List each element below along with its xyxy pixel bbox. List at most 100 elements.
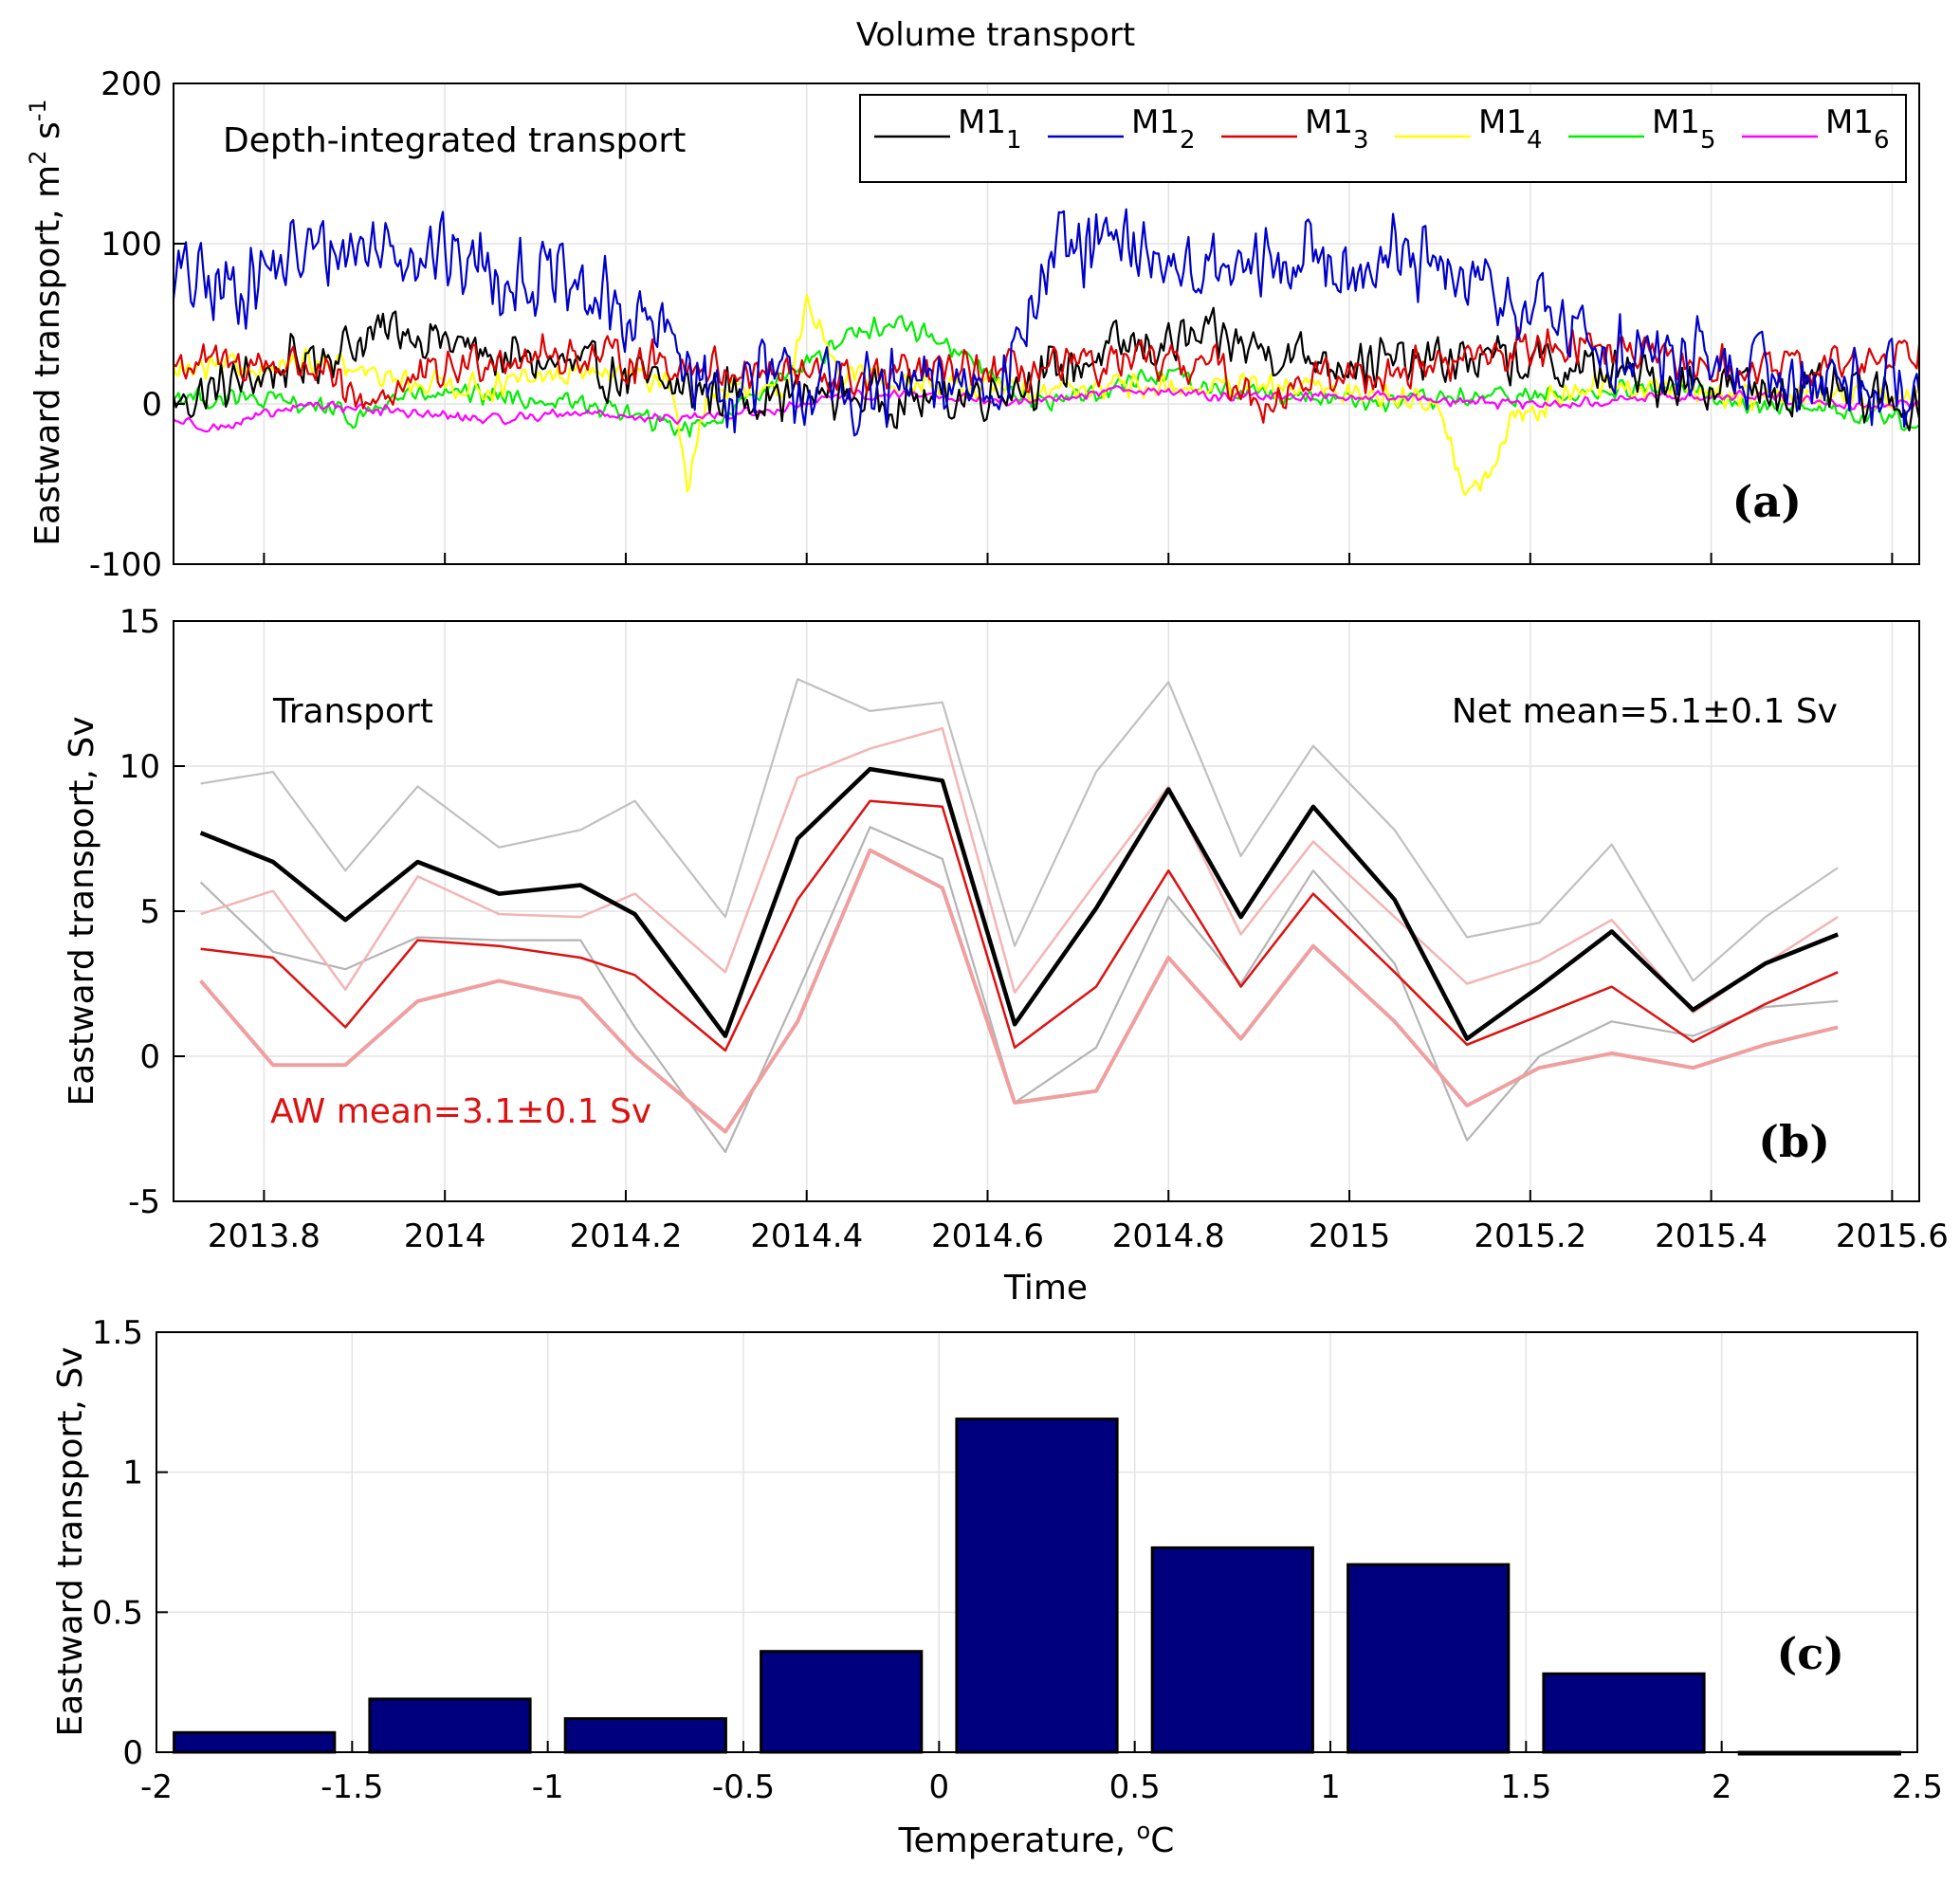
panel-c-bars <box>173 1418 1901 1756</box>
panel-a-annotation: Depth-integrated transport <box>223 121 686 160</box>
panel-c-bar-2 <box>563 1717 727 1754</box>
panel-c-xlabel-tail: C <box>1150 1821 1174 1860</box>
figure-title: Volume transport <box>856 16 1135 54</box>
legend-label-main: M1 <box>1131 103 1180 141</box>
panel-b-series-aw-lower-bound <box>199 848 1839 1134</box>
panel-c-ytick-label-1: 0.5 <box>92 1594 143 1632</box>
legend-label-main: M1 <box>1652 103 1700 141</box>
panel-c-frame <box>156 1331 1918 1753</box>
legend-label-M12: M12 <box>1131 103 1196 155</box>
legend-label-M16: M16 <box>1825 103 1890 155</box>
panel-a-series-M11 <box>172 306 1921 431</box>
panel-b-y-axis-label: Eastward transport, Sv <box>63 716 101 1106</box>
panel-c-ytick-label-2: 1 <box>122 1454 143 1492</box>
panel-a-series-M13 <box>173 326 1921 424</box>
panel-b-annotation-left: Transport <box>272 692 433 731</box>
panel-c-y-axis-label: Eastward transport, Sv <box>51 1346 90 1736</box>
panel-c-y-ticks: 0 0.5 1 1.5 <box>92 1314 168 1772</box>
legend-label-sub: 4 <box>1527 126 1543 155</box>
legend-label-M14: M14 <box>1478 103 1543 155</box>
panel-c-ytick-label-0: 0 <box>122 1734 143 1772</box>
panel-a-depth-integrated-transport: -100 0 100 200 Depth-integrated transport (… <box>25 65 1921 584</box>
legend-label-sub: 5 <box>1700 126 1716 155</box>
panel-b-label: (b) <box>1758 1116 1830 1167</box>
panel-b-x-ticks: 2013.8 2014 2014.2 2014.4 2014.6 2014.8 2015 20… <box>208 1190 1949 1255</box>
panel-c-xtick-label-4: 0 <box>929 1768 950 1806</box>
legend-label-M11: M11 <box>958 103 1022 155</box>
panel-c-ytick-label-3: 1.5 <box>92 1314 143 1352</box>
panel-a-series-M15 <box>173 315 1920 438</box>
panel-a-series-lines <box>172 208 1921 497</box>
panel-b-xtick-label-2: 2014.2 <box>569 1217 682 1255</box>
panel-a-y-axis-label: Eastward transport, m2 s-1 <box>25 99 67 545</box>
panel-b-series-net-transport <box>199 766 1840 1041</box>
legend-label-M13: M13 <box>1305 103 1369 155</box>
legend-label-sub: 1 <box>1006 126 1022 155</box>
panel-c-bar-6 <box>1346 1563 1511 1754</box>
panel-b-ytick-label-1: 0 <box>139 1038 160 1076</box>
panel-a-series-M12 <box>172 208 1921 437</box>
panel-c-bar-5 <box>1150 1546 1314 1754</box>
panel-c-x-axis-label: Temperature, oC <box>898 1818 1175 1860</box>
panel-c-xtick-label-1: -1.5 <box>321 1768 383 1806</box>
legend-label-sub: 3 <box>1353 126 1369 155</box>
panel-c-label: (c) <box>1776 1628 1844 1679</box>
panel-c-xtick-label-0: -2 <box>140 1768 173 1806</box>
panel-c-xtick-label-2: -1 <box>532 1768 564 1806</box>
panel-c-xtick-label-9: 2.5 <box>1892 1768 1943 1806</box>
panel-a-ytick-label-2: 100 <box>101 226 162 264</box>
panel-a-x-ticks <box>263 553 1894 564</box>
panel-a-ytick-label-3: 200 <box>101 65 162 103</box>
panel-a-ytick-label-0: -100 <box>89 546 162 584</box>
panel-b-xtick-label-0: 2013.8 <box>208 1217 321 1255</box>
panel-b-ytick-label-4: 15 <box>119 603 160 641</box>
panel-c-bar-7 <box>1542 1672 1706 1754</box>
legend-label-sub: 2 <box>1180 126 1196 155</box>
panel-a-series-M16 <box>173 385 1920 433</box>
panel-b-xtick-label-4: 2014.6 <box>931 1217 1044 1255</box>
panel-c-xtick-label-7: 1.5 <box>1500 1768 1551 1806</box>
panel-b-ytick-label-2: 5 <box>139 893 160 931</box>
panel-b-net-mean: Net mean=5.1±0.1 Sv <box>1452 692 1838 731</box>
panel-a-legend: M11 M12 M13 M14 M15 M16 <box>859 94 1907 183</box>
panel-b-ytick-label-0: -5 <box>128 1183 160 1221</box>
legend-label-main: M1 <box>1305 103 1353 141</box>
panel-b-xtick-label-3: 2014.4 <box>750 1217 863 1255</box>
panel-b-x-axis-label: Time <box>1003 1269 1088 1308</box>
panel-b-xtick-label-5: 2014.8 <box>1112 1217 1225 1255</box>
panel-a-ylabel-base: Eastward transport, m <box>28 165 67 546</box>
panel-b-xtick-label-7: 2015.2 <box>1474 1217 1586 1255</box>
legend-label-sub: 6 <box>1874 126 1890 155</box>
panel-a-ytick-label-1: 0 <box>141 386 162 424</box>
panel-b-xtick-label-9: 2015.6 <box>1836 1217 1949 1255</box>
panel-b-ytick-label-3: 10 <box>119 748 160 786</box>
panel-c-xlabel-base: Temperature, <box>898 1821 1137 1860</box>
panel-a-series-M14 <box>172 294 1920 497</box>
legend-label-main: M1 <box>1478 103 1527 141</box>
legend-box <box>859 94 1907 183</box>
panel-b-series-aw-upper-bound <box>200 726 1839 1015</box>
panel-c-xtick-label-3: -0.5 <box>712 1768 775 1806</box>
panel-c-x-ticks: -2 -1.5 -1 -0.5 0 0.5 1 1.5 2 2.5 <box>140 1741 1943 1806</box>
panel-a-ylabel-mid: s <box>28 121 67 150</box>
panel-c-bar-1 <box>368 1697 532 1754</box>
panel-c-xtick-label-8: 2 <box>1712 1768 1732 1806</box>
legend-label-main: M1 <box>1825 103 1874 141</box>
panel-b-xtick-label-1: 2014 <box>404 1217 486 1255</box>
panel-b-series-lines <box>199 678 1840 1154</box>
panel-c-bar-4 <box>955 1418 1119 1754</box>
panel-a-ylabel-exp2: -1 <box>25 99 51 121</box>
panel-c-xtick-label-6: 1 <box>1320 1768 1341 1806</box>
panel-a-label: (a) <box>1732 476 1802 527</box>
panel-a-ylabel-exp1: 2 <box>25 150 51 164</box>
panel-b-xtick-label-6: 2015 <box>1309 1217 1391 1255</box>
panel-a-frame <box>173 82 1920 565</box>
legend-label-main: M1 <box>958 103 1006 141</box>
legend-label-M15: M15 <box>1652 103 1716 155</box>
panel-b-xtick-label-8: 2015.4 <box>1655 1217 1768 1255</box>
panel-b-aw-mean: AW mean=3.1±0.1 Sv <box>270 1092 651 1131</box>
panel-c-xtick-label-5: 0.5 <box>1109 1768 1161 1806</box>
panel-a-y-ticks: -100 0 100 200 <box>89 65 185 584</box>
